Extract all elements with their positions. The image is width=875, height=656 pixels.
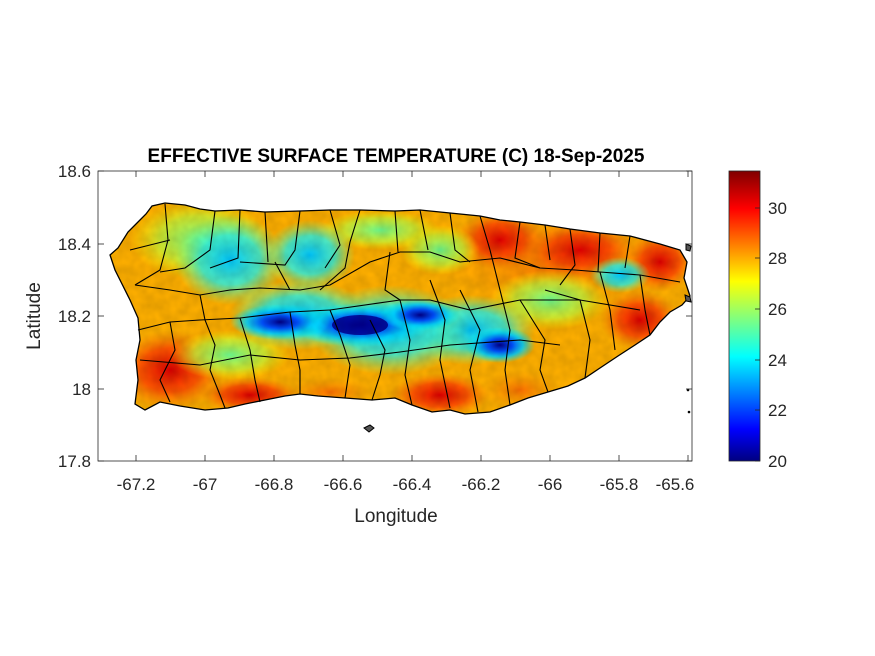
y-tick-label: 18.4: [58, 235, 91, 254]
colorbar-tick-label: 30: [768, 199, 787, 218]
y-axis-label: Latitude: [24, 282, 45, 350]
x-tick-label: -65.8: [600, 475, 639, 494]
colorbar-gradient: [728, 170, 761, 462]
x-tick-label: -65.6: [656, 475, 695, 494]
x-tick-label: -66.8: [255, 475, 294, 494]
y-tick-label: 18: [72, 380, 91, 399]
x-tick-label: -67: [193, 475, 218, 494]
x-tick-label: -66.6: [324, 475, 363, 494]
colorbar: 30 28 26 24 22 20: [728, 170, 787, 471]
chart-title: EFFECTIVE SURFACE TEMPERATURE (C) 18-Sep…: [148, 146, 645, 167]
x-axis-label: Longitude: [354, 506, 437, 527]
municipality-boundaries: [109, 202, 691, 415]
y-tick-label: 18.2: [58, 307, 91, 326]
y-tick-labels: 18.6 18.4 18.2 18 17.8: [58, 162, 91, 471]
offshore-islets: [363, 243, 692, 433]
x-tick-label: -67.2: [117, 475, 156, 494]
y-tick-label: 17.8: [58, 452, 91, 471]
y-tick-label: 18.6: [58, 162, 91, 181]
colorbar-tick-label: 26: [768, 300, 787, 319]
colorbar-tick-label: 22: [768, 401, 787, 420]
colorbar-tick-label: 20: [768, 452, 787, 471]
temperature-heatmap: [110, 203, 690, 414]
x-axis: [135, 171, 689, 461]
colorbar-tick-label: 24: [768, 351, 787, 370]
x-tick-label: -66.4: [393, 475, 432, 494]
colorbar-tick-label: 28: [768, 249, 787, 268]
x-tick-label: -66.2: [462, 475, 501, 494]
x-tick-labels: -67.2 -67 -66.8 -66.6 -66.4 -66.2 -66 -6…: [117, 475, 695, 494]
x-tick-label: -66: [538, 475, 563, 494]
y-axis: [98, 170, 692, 462]
